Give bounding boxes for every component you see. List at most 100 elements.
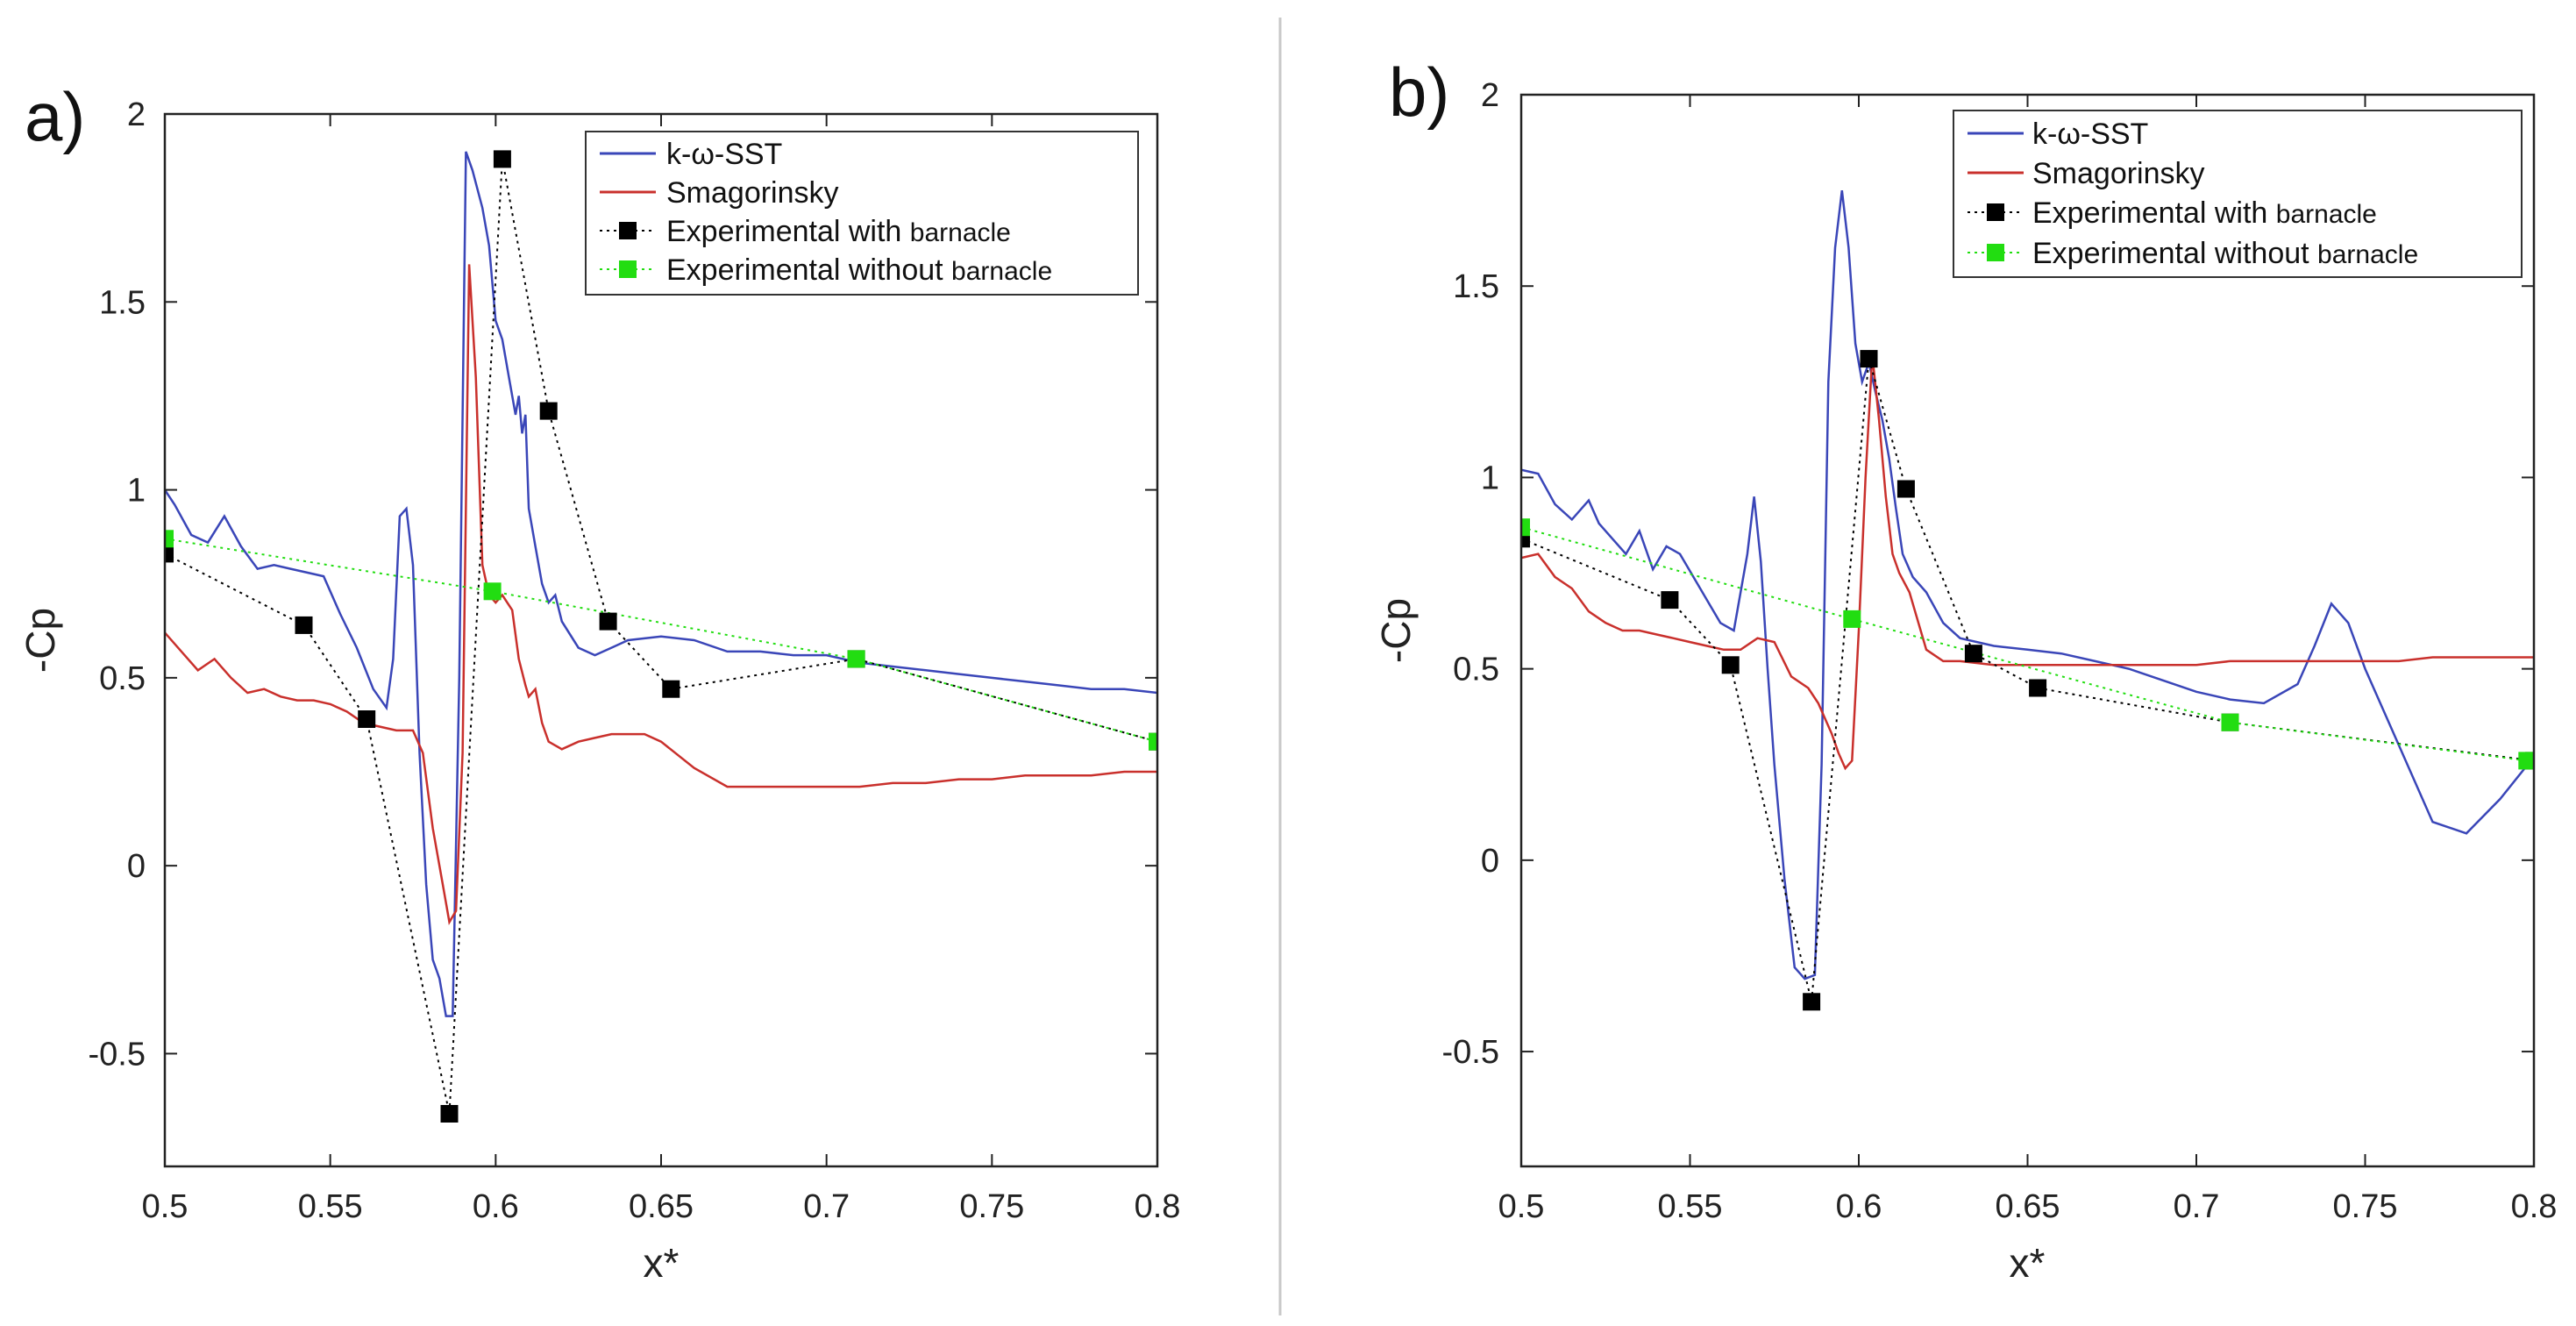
- panel-b-legend-exp-without-swatch-marker: [1987, 244, 2004, 261]
- panel-a-x-tick-4: 0.7: [803, 1188, 850, 1225]
- panel-b-exp-with-marker-3: [1803, 993, 1821, 1011]
- panel-a: a) 0.5 0.55 0.6 0.65 0.7 0.75 0.8 -0.5 0…: [18, 78, 1180, 1286]
- panel-b-x-axis-label: x*: [2010, 1240, 2046, 1286]
- panel-b-legend-kws-label: k-ω-SST: [2032, 118, 2148, 151]
- panel-b-x-tick-0: 0.5: [1498, 1188, 1545, 1225]
- panel-b-series-exp-with-line: [1521, 358, 2534, 1002]
- panel-a-exp-with-marker-7: [662, 680, 680, 698]
- panel-b-legend-exp-without-label-main: Experimental without: [2032, 237, 2317, 270]
- panel-a-legend-box: [585, 131, 1139, 296]
- panel-b-series-exp-without-line: [1521, 526, 2528, 762]
- panel-b-exp-without-marker-0: [1521, 518, 1530, 537]
- panel-a-exp-with-marker-3: [440, 1105, 459, 1123]
- panel-b-y-tick-5: 2: [1481, 77, 1499, 114]
- panel-a-exp-with-marker-6: [599, 612, 617, 631]
- panel-b-y-tick-0: -0.5: [1442, 1034, 1499, 1071]
- panel-a-exp-without-marker-0: [165, 530, 174, 548]
- panel-b-exp-without-marker-1: [1843, 610, 1861, 628]
- panel-a-y-tick-4: 1.5: [99, 284, 146, 321]
- panel-a-x-tick-2: 0.6: [473, 1188, 519, 1225]
- panel-b-x-tick-4: 0.7: [2174, 1188, 2220, 1225]
- panel-a-exp-without-markers: [165, 530, 1157, 751]
- panel-a-y-axis-label: -Cp: [18, 608, 63, 673]
- panel-a-legend-exp-with-swatch-marker: [619, 222, 637, 239]
- panel-a-exp-without-marker-1: [483, 582, 502, 601]
- panel-b-legend-exp-without-label-suffix: barnacle: [2317, 240, 2418, 269]
- panel-b-exp-with-marker-6: [1964, 645, 1982, 663]
- panel-b-exp-with-marker-4: [1860, 350, 1878, 368]
- panel-a-legend-exp-without-label-suffix: barnacle: [951, 257, 1052, 286]
- panel-a-y-ticks: [165, 113, 1157, 1055]
- panel-b-x-tick-1: 0.55: [1658, 1188, 1723, 1225]
- panel-b-x-ticks: [1520, 95, 2535, 1166]
- panel-a-exp-without-marker-3: [1149, 732, 1157, 751]
- panel-a-x-tick-1: 0.55: [298, 1188, 363, 1225]
- panel-a-legend-exp-with-label-main: Experimental with: [666, 215, 910, 248]
- panel-a-y-tick-2: 0.5: [99, 660, 146, 697]
- panel-b-y-tick-2: 0.5: [1453, 652, 1499, 688]
- panel-b-x-tick-2: 0.6: [1836, 1188, 1882, 1225]
- panel-a-legend-exp-without-swatch-marker: [619, 260, 637, 278]
- panel-b-legend-exp-with-label-suffix: barnacle: [2276, 200, 2377, 229]
- panel-b-exp-with-marker-7: [2029, 679, 2047, 697]
- panel-a-label: a): [25, 78, 85, 155]
- panel-b-exp-without-markers: [1521, 518, 2534, 770]
- panel-b-exp-without-marker-3: [2518, 752, 2534, 770]
- panel-a-series-exp-without-line: [165, 538, 1157, 743]
- panel-b-exp-with-marker-5: [1896, 480, 1915, 498]
- panel-a-x-axis-label: x*: [644, 1240, 680, 1286]
- panel-a-y-tick-1: 0: [127, 848, 146, 885]
- panel-a-x-tick-0: 0.5: [142, 1188, 189, 1225]
- panel-b-legend: k-ω-SST Smagorinsky Experimental with ba…: [1953, 110, 2523, 278]
- panel-b-y-ticks: [1521, 94, 2534, 1053]
- panel-b-x-tick-5: 0.75: [2333, 1188, 2398, 1225]
- panel-a-exp-with-marker-1: [295, 616, 313, 634]
- panel-a-series-exp-with-line: [165, 159, 1157, 1115]
- panel-b-legend-exp-without-label: Experimental without barnacle: [2032, 237, 2418, 270]
- panel-a-exp-with-marker-2: [358, 710, 376, 728]
- panel-a-exp-with-marker-0: [165, 545, 174, 563]
- panel-b-label: b): [1389, 53, 1449, 131]
- panel-a-y-tick-0: -0.5: [89, 1036, 146, 1073]
- panel-a-y-tick-5: 2: [127, 96, 146, 133]
- panel-b-legend-exp-with-swatch-marker: [1987, 203, 2004, 221]
- panel-a-series-smag-line: [165, 264, 1157, 925]
- panel-b-legend-box: [1953, 110, 2523, 278]
- panel-b-exp-with-marker-1: [1661, 591, 1679, 610]
- panel-b-x-tick-3: 0.65: [1996, 1188, 2060, 1225]
- panel-a-exp-with-markers: [165, 150, 1157, 1123]
- panel-b-legend-exp-with-label: Experimental with barnacle: [2032, 196, 2377, 230]
- panel-a-legend: k-ω-SST Smagorinsky Experimental with ba…: [585, 131, 1139, 296]
- panel-a-exp-with-marker-5: [539, 402, 558, 420]
- panel-b-y-tick-4: 1.5: [1453, 268, 1499, 305]
- panel-b-series-smag-line: [1521, 354, 2534, 771]
- panel-a-x-tick-6: 0.8: [1135, 1188, 1181, 1225]
- panel-a-legend-exp-with-label-suffix: barnacle: [910, 218, 1011, 247]
- panel-a-legend-exp-without-label: Experimental without barnacle: [666, 253, 1052, 287]
- panel-a-exp-without-marker-2: [847, 650, 865, 668]
- panel-a-x-tick-3: 0.65: [629, 1188, 694, 1225]
- panel-a-legend-exp-without-label-main: Experimental without: [666, 253, 951, 287]
- panel-b-y-tick-1: 0: [1481, 843, 1499, 880]
- panel-b-exp-without-marker-2: [2221, 713, 2239, 731]
- panel-b-y-tick-3: 1: [1481, 460, 1499, 496]
- panel-b-x-tick-6: 0.8: [2511, 1188, 2558, 1225]
- panel-b-series-layer: [1521, 189, 2534, 1011]
- panel-a-legend-exp-with-label: Experimental with barnacle: [666, 215, 1011, 248]
- panel-b-y-axis-label: -Cp: [1373, 598, 1419, 663]
- panel-a-y-tick-3: 1: [127, 473, 146, 510]
- panel-a-legend-kws-label: k-ω-SST: [666, 138, 782, 171]
- panel-a-legend-smag-label: Smagorinsky: [666, 176, 839, 210]
- panel-a-exp-with-marker-4: [493, 150, 511, 168]
- panel-a-series-kws-line: [165, 151, 1157, 1017]
- panel-b: b) 0.5 0.55 0.6 0.65 0.7 0.75 0.8 -0.5 0…: [1373, 53, 2557, 1286]
- panel-b-legend-exp-with-label-main: Experimental with: [2032, 196, 2276, 230]
- panel-b-exp-with-marker-2: [1721, 656, 1740, 674]
- panel-a-series-layer: [165, 150, 1157, 1123]
- panel-b-exp-with-marker-0: [1521, 530, 1530, 548]
- panel-a-x-tick-5: 0.75: [959, 1188, 1024, 1225]
- panel-a-x-ticks: [164, 114, 1158, 1166]
- panel-b-legend-smag-label: Smagorinsky: [2032, 157, 2205, 190]
- panel-b-series-kws-line: [1521, 189, 2534, 980]
